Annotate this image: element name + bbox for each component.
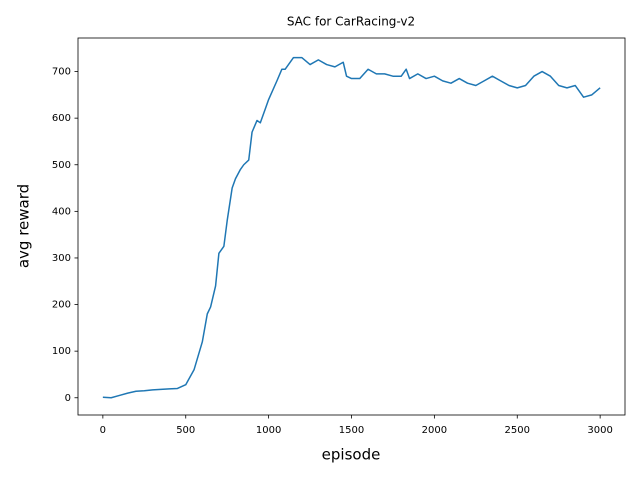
y-tick-label: 500	[52, 160, 71, 171]
x-tick-label: 2000	[422, 425, 447, 436]
x-tick-label: 1000	[256, 425, 281, 436]
data-line	[102, 56, 601, 399]
x-axis-label: episode	[322, 446, 381, 464]
y-tick-label: 200	[52, 300, 71, 311]
x-tick-label: 500	[176, 425, 195, 436]
y-axis-label: avg reward	[15, 184, 33, 268]
y-tick-label: 600	[52, 113, 71, 124]
x-tick-label: 1500	[339, 425, 364, 436]
chart-title: SAC for CarRacing-v2	[287, 15, 415, 29]
y-tick-label: 300	[52, 253, 71, 264]
x-tick-label: 3000	[587, 425, 612, 436]
plot-frame	[77, 37, 626, 416]
x-tick-label: 0	[100, 425, 106, 436]
x-tick-label: 2500	[505, 425, 530, 436]
y-tick-label: 0	[65, 393, 71, 404]
y-tick-label: 700	[52, 67, 71, 78]
y-tick-label: 100	[52, 346, 71, 357]
y-tick-label: 400	[52, 206, 71, 217]
